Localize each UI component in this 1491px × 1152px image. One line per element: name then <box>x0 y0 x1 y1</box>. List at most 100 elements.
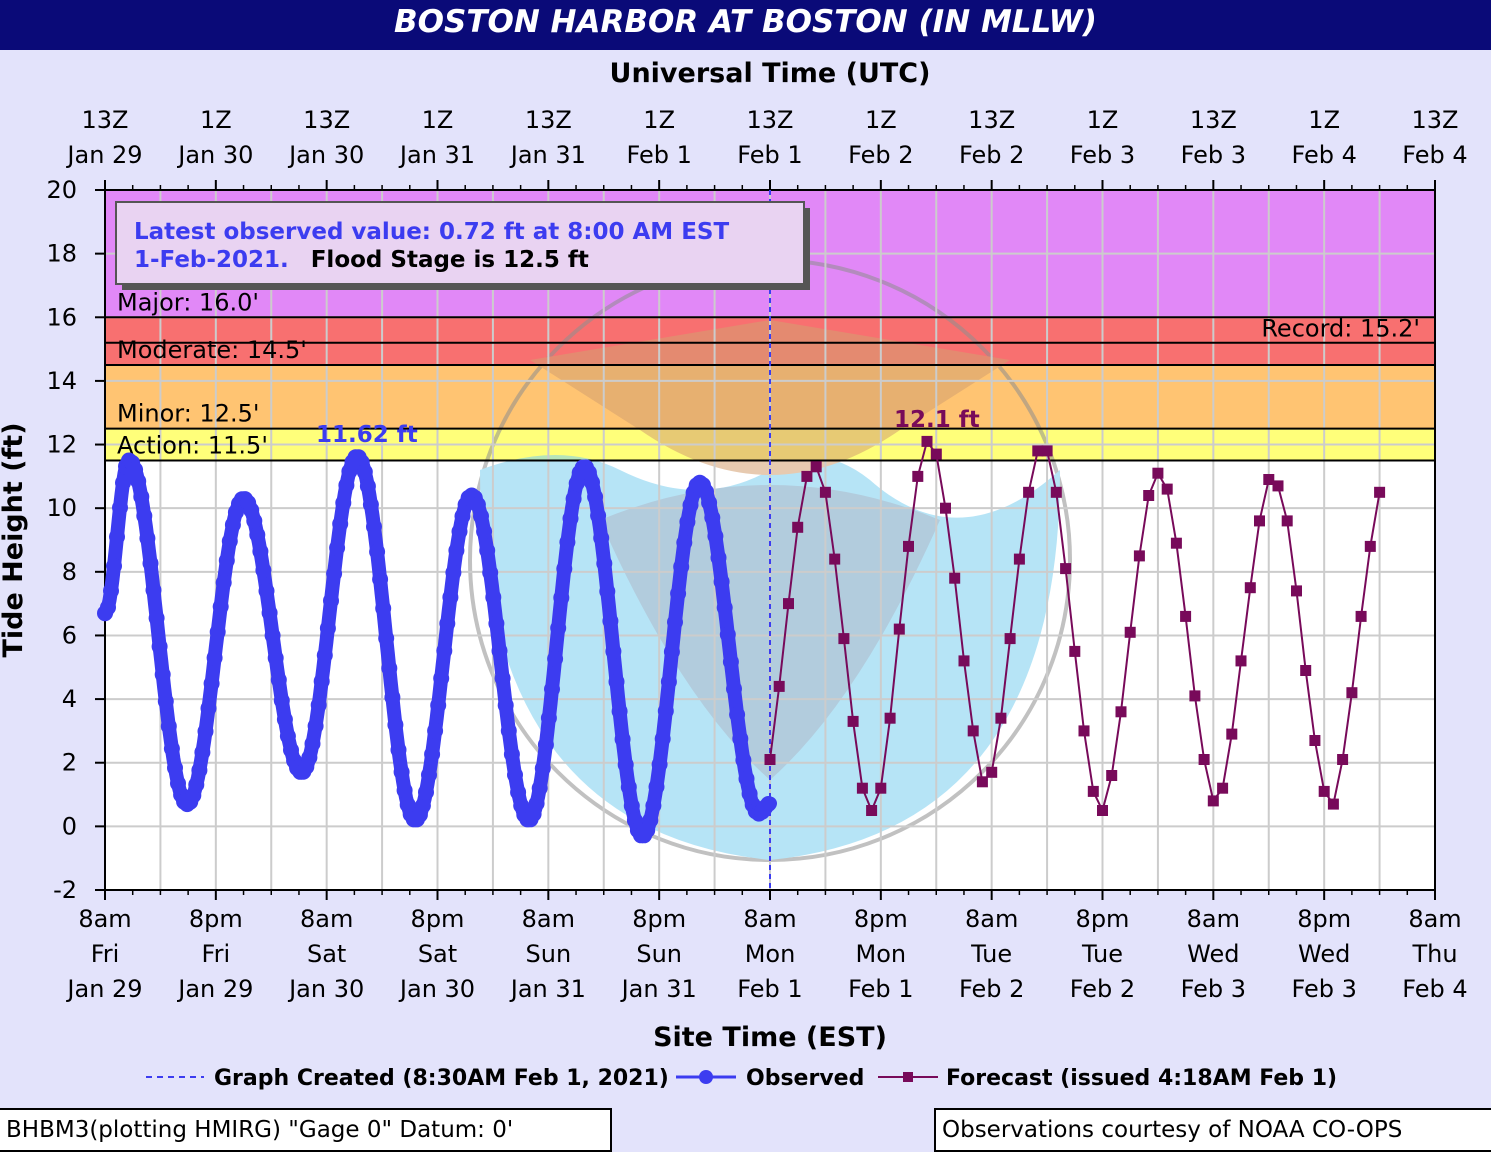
observed-point <box>362 496 379 513</box>
observed-point <box>599 583 616 600</box>
observed-point <box>319 620 336 637</box>
top-tick-label-time: 1Z <box>1308 106 1340 134</box>
bottom-tick-label: 8am <box>300 905 353 933</box>
forecast-point <box>930 448 942 460</box>
observed-peak-label: 11.62 ft <box>316 422 418 448</box>
forecast-point <box>1124 626 1136 638</box>
observed-point <box>556 560 573 577</box>
forecast-point <box>1217 782 1229 794</box>
observed-point <box>212 598 229 615</box>
forecast-point <box>1263 474 1275 485</box>
forecast-point <box>1013 553 1025 565</box>
observed-point <box>255 562 272 579</box>
chart-title: BOSTON HARBOR AT BOSTON (IN MLLW) <box>394 4 1097 40</box>
forecast-point <box>1281 515 1293 527</box>
forecast-point <box>995 712 1007 724</box>
bottom-tick-label: Tue <box>970 940 1012 968</box>
bottom-tick-label: Wed <box>1187 940 1239 968</box>
forecast-point <box>810 461 822 473</box>
observed-point <box>133 488 150 505</box>
observed-point <box>642 812 659 829</box>
chart-area: Major: 16.0' Moderate: 14.5' Minor: 12.5' A… <box>0 58 1468 1091</box>
top-tick-label-date: Jan 29 <box>65 141 142 169</box>
bottom-tick-label: Feb 1 <box>737 975 802 1003</box>
record-label: Record: 15.2' <box>1261 315 1420 343</box>
top-tick-label-time: 13Z <box>1190 106 1237 134</box>
y-tick-label: 4 <box>62 685 77 713</box>
forecast-point <box>1235 655 1247 667</box>
observed-point <box>209 624 226 640</box>
footer-credit-box: Observations courtesy of NOAA CO-OPS <box>934 1108 1491 1152</box>
observed-point <box>270 671 287 688</box>
forecast-peak-label: 12.1 ft <box>894 407 980 433</box>
latest-value-line2: 1-Feb-2021. Flood Stage is 12.5 ft <box>134 247 589 273</box>
forecast-point <box>1226 728 1238 740</box>
observed-point <box>726 680 742 697</box>
observed-point <box>167 759 183 776</box>
observed-point <box>148 610 165 627</box>
observed-point <box>224 516 241 533</box>
top-tick-label-date: Feb 2 <box>848 141 913 169</box>
forecast-point <box>866 805 878 816</box>
bottom-tick-label: Jan 31 <box>620 975 697 1003</box>
forecast-point <box>1041 445 1053 457</box>
observed-point <box>332 515 349 532</box>
observed-point <box>369 543 386 560</box>
bottom-tick-label: 8am <box>1408 905 1461 933</box>
forecast-point <box>967 725 979 737</box>
forecast-point <box>1346 687 1358 699</box>
observed-series <box>97 449 777 844</box>
forecast-point <box>819 486 831 498</box>
observed-point <box>488 615 505 632</box>
forecast-point <box>1318 785 1330 797</box>
observed-point <box>267 650 284 666</box>
observed-point <box>676 534 693 551</box>
forecast-point <box>764 754 776 765</box>
top-tick-label-time: 1Z <box>1087 106 1119 134</box>
observed-point <box>200 700 217 717</box>
footer-datum-box: BHBM3(plotting HMIRG) "Gage 0" Datum: 0' <box>0 1108 612 1152</box>
bottom-tick-label: Jan 30 <box>287 975 364 1003</box>
bottom-axis-title: Site Time (EST) <box>653 1022 887 1053</box>
top-x-axis: 13Z Jan 29 1Z Jan 30 13Z Jan 30 1Z Jan 31 13Z Jan… <box>65 106 1468 190</box>
bottom-tick-label: Fri <box>91 940 120 968</box>
observed-point <box>732 730 749 747</box>
bottom-tick-label: Jan 30 <box>398 975 475 1003</box>
observed-point <box>301 749 318 766</box>
top-tick-label-time: 13Z <box>303 106 350 134</box>
observed-point <box>218 552 235 569</box>
observed-point <box>310 697 327 713</box>
top-tick-label-time: 13Z <box>747 106 794 134</box>
observed-point <box>414 797 431 814</box>
bottom-tick-label: Sat <box>418 940 457 968</box>
top-tick-label-date: Feb 2 <box>959 141 1024 169</box>
y-tick-label: 2 <box>62 749 77 777</box>
forecast-point <box>1060 563 1072 575</box>
band-label-major: Major: 16.0' <box>117 288 259 316</box>
y-tick-label: 0 <box>62 812 77 840</box>
bottom-tick-label: Tue <box>1081 940 1123 968</box>
observed-point <box>670 585 687 602</box>
top-tick-label-date: Jan 31 <box>509 141 586 169</box>
band-label-action: Action: 11.5' <box>117 431 268 459</box>
bottom-tick-label: Wed <box>1298 940 1350 968</box>
forecast-point <box>856 782 868 794</box>
observed-point <box>197 723 214 740</box>
forecast-point <box>940 502 951 514</box>
bottom-tick-label: 8am <box>743 905 796 933</box>
forecast-point <box>1327 798 1339 810</box>
observed-point <box>163 740 180 757</box>
y-tick-label: 18 <box>46 240 77 268</box>
observed-point <box>261 604 278 621</box>
forecast-point <box>1254 515 1265 527</box>
observed-point <box>366 518 382 535</box>
top-tick-label-time: 13Z <box>82 106 129 134</box>
footer-datum-text: BHBM3(plotting HMIRG) "Gage 0" Datum: 0' <box>6 1117 514 1143</box>
top-axis-title: Universal Time (UTC) <box>610 58 931 89</box>
observed-point <box>713 573 730 590</box>
observed-point <box>396 782 413 799</box>
latest-value-box-bg <box>115 201 805 285</box>
observed-point <box>249 526 266 543</box>
forecast-point <box>1337 754 1349 765</box>
forecast-point <box>847 715 859 727</box>
